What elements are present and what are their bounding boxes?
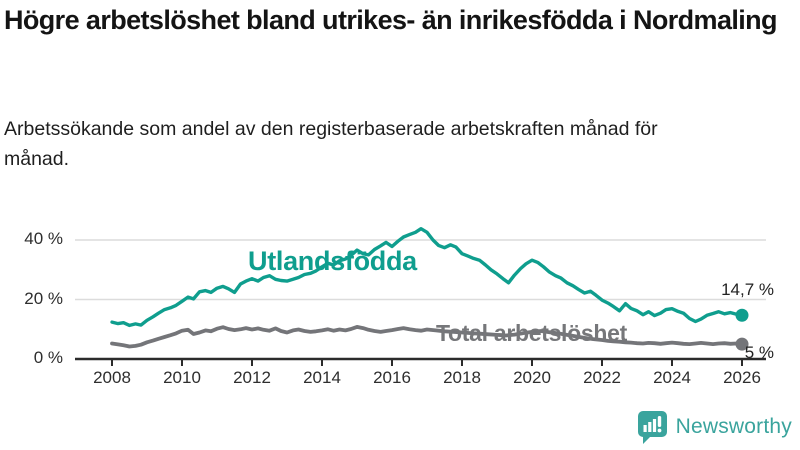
- series-end-dot: [735, 337, 749, 351]
- x-tick-label: 2018: [443, 368, 481, 387]
- x-tick-label: 2016: [373, 368, 411, 387]
- x-tick-label: 2024: [653, 368, 691, 387]
- y-tick-label: 0 %: [33, 348, 63, 367]
- newsworthy-icon: [637, 411, 667, 444]
- x-tick-label: 2026: [723, 368, 761, 387]
- page-title: Högre arbetslöshet bland utrikes- än inr…: [4, 5, 778, 35]
- end-value-total-arbetsloshet: 5 %: [744, 343, 774, 362]
- x-tick-label: 2022: [583, 368, 621, 387]
- page-subtitle: Arbetssökande som andel av den registerb…: [4, 118, 658, 170]
- x-tick-label: 2020: [513, 368, 551, 387]
- series-label-utlandsfodda: Utlandsfödda: [248, 246, 417, 276]
- x-tick-label: 2010: [163, 368, 201, 387]
- series-label-total-arbetsloshet: Total arbetslöshet: [436, 320, 627, 346]
- y-tick-label: 20 %: [24, 288, 63, 308]
- newsworthy-logo: Newsworthy: [636, 410, 792, 444]
- y-tick-label: 40 %: [24, 229, 63, 248]
- series-line: [110, 324, 744, 349]
- x-tick-label: 2014: [303, 368, 341, 387]
- series-end-dot: [735, 308, 749, 322]
- x-tick-label: 2008: [93, 368, 131, 387]
- newsworthy-wordmark: Newsworthy: [675, 415, 792, 438]
- x-tick-label: 2012: [233, 368, 271, 387]
- series-line: [110, 226, 744, 328]
- end-value-utlandsfodda: 14,7 %: [721, 280, 774, 299]
